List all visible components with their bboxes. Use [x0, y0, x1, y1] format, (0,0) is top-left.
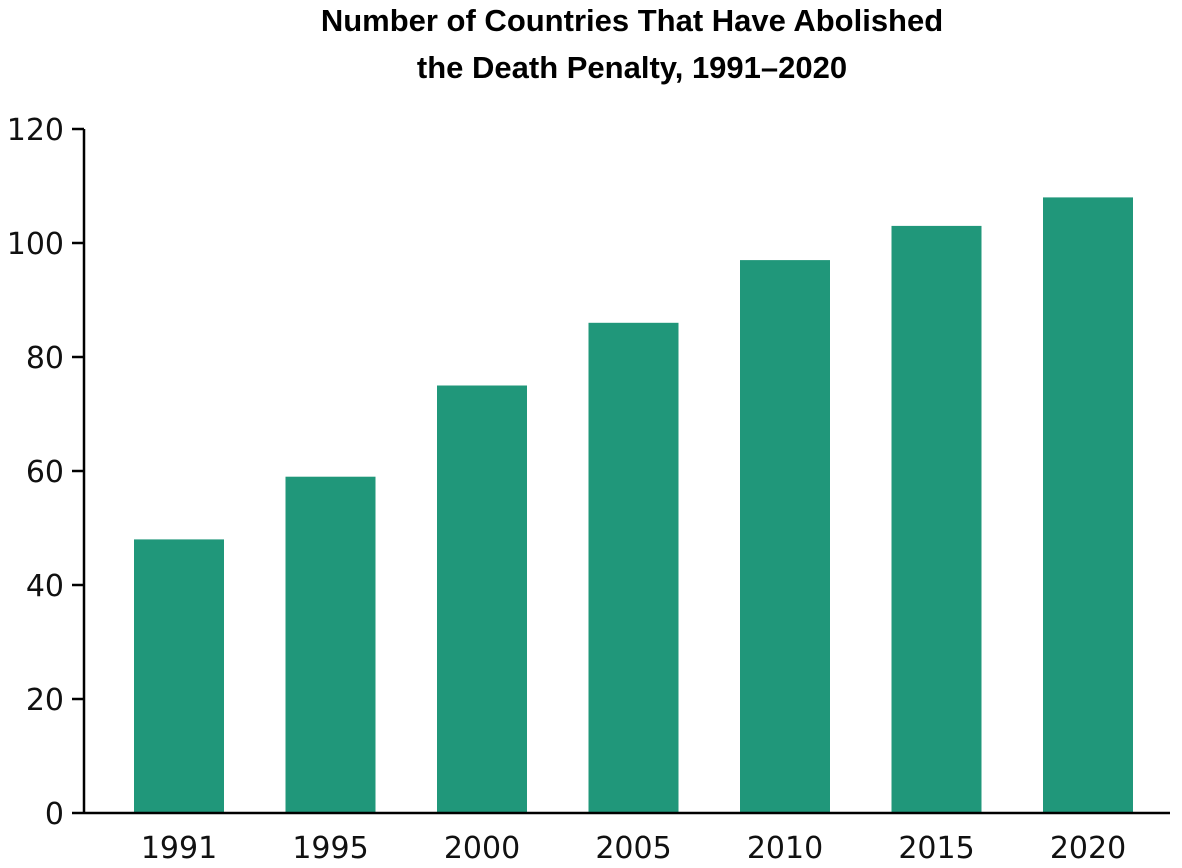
x-axis-ticks: 1991 1995 2000 2005 2010 2015 2020: [141, 831, 1126, 866]
y-tick-label-80: 80: [26, 341, 64, 376]
y-tick-label-20: 20: [26, 683, 64, 718]
bar-1995: [285, 476, 376, 813]
y-tick-label-120: 120: [7, 113, 64, 148]
bar-2000: [437, 385, 527, 813]
x-tick-label-2000: 2000: [444, 831, 520, 866]
x-tick-label-1991: 1991: [141, 831, 217, 866]
bar-1991: [134, 539, 224, 813]
chart-title-line-1: Number of Countries That Have Abolished: [321, 3, 943, 38]
bars-group: [134, 197, 1133, 814]
y-axis-ticks: 0 20 40 60 80 100 120: [7, 113, 84, 832]
y-tick-label-100: 100: [7, 227, 64, 262]
bar-2020: [1043, 197, 1133, 813]
bar-2010: [740, 260, 830, 814]
x-tick-label-2020: 2020: [1050, 831, 1126, 866]
bar-2015: [891, 225, 982, 813]
y-tick-label-60: 60: [26, 455, 64, 490]
x-tick-label-2005: 2005: [595, 831, 671, 866]
x-tick-label-2010: 2010: [747, 831, 823, 866]
bar-2005: [588, 322, 679, 813]
chart-title: Number of Countries That Have Abolished …: [321, 3, 943, 85]
y-tick-label-0: 0: [45, 797, 64, 832]
chart-title-line-2: the Death Penalty, 1991–2020: [417, 50, 847, 85]
x-tick-label-1995: 1995: [292, 831, 368, 866]
y-tick-label-40: 40: [26, 569, 64, 604]
x-tick-label-2015: 2015: [898, 831, 974, 866]
